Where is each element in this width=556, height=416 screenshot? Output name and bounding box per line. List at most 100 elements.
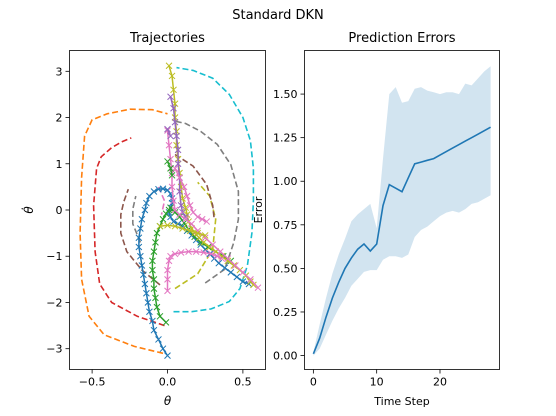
trajectory-marker	[213, 252, 221, 260]
trajectory-marker	[167, 165, 174, 172]
trajectory-marker	[183, 192, 191, 200]
errors-title: Prediction Errors	[348, 31, 455, 46]
trajectory-marker	[165, 141, 173, 149]
trajectory-marker	[182, 213, 189, 221]
dashed-trajectory	[92, 137, 165, 327]
trajectory-marker	[198, 215, 206, 223]
trajectory-marker	[185, 248, 192, 255]
trajectory-marker	[137, 252, 144, 260]
trajectory-marker	[138, 262, 146, 269]
trajectories-y-tick-label: −3	[46, 343, 62, 356]
trajectory-marker	[150, 275, 158, 283]
error-std-band	[313, 66, 491, 356]
trajectory-marker	[150, 326, 158, 334]
trajectory-marker	[170, 218, 177, 225]
trajectory-marker	[170, 197, 177, 205]
trajectory-marker	[233, 273, 241, 281]
trajectory-marker	[164, 158, 171, 165]
trajectories-x-tick-label: 0.0	[159, 376, 177, 389]
dashed-trajectory	[79, 108, 168, 355]
errors-y-tick-label: 1.50	[273, 88, 298, 101]
trajectory-marker	[201, 232, 209, 239]
trajectory-marker	[239, 278, 247, 286]
errors-y-tick-label: 0.00	[273, 350, 298, 363]
trajectory-marker	[143, 199, 150, 207]
trajectories-panel: Trajectories −0.5 0.0 0.5 −3 −2 −1 0 1 2 3 θ θ̇	[21, 31, 266, 408]
trajectory-marker	[164, 125, 171, 133]
trajectory-marker	[149, 266, 156, 274]
trajectory-marker	[141, 206, 149, 214]
trajectories-plot-area	[79, 62, 262, 359]
errors-x-tick-label: 0	[310, 376, 317, 389]
errors-frame	[304, 50, 500, 370]
trajectory-marker	[159, 215, 167, 223]
trajectory-marker	[176, 174, 183, 181]
trajectory-marker	[174, 160, 182, 168]
trajectory-marker	[149, 317, 156, 325]
trajectory-marker	[152, 239, 159, 246]
errors-y-ticks: 0.00 0.25 0.50 0.75 1.00 1.25 1.50	[273, 88, 305, 363]
trajectory-marker	[186, 202, 194, 209]
trajectory-marker	[164, 266, 171, 274]
trajectory-marker	[143, 289, 150, 297]
trajectory-marker	[155, 336, 162, 343]
trajectory-marker	[209, 241, 217, 249]
trajectory-marker	[167, 252, 174, 260]
figure-title: Standard DKN	[232, 8, 324, 23]
trajectory-marker	[153, 229, 161, 237]
errors-y-tick-label: 0.25	[273, 306, 298, 319]
trajectory-marker	[153, 303, 161, 311]
errors-x-tick-label: 20	[433, 376, 447, 389]
dashed-trajectory	[132, 195, 142, 243]
trajectory-marker	[177, 249, 185, 256]
dashed-trajectory	[120, 188, 161, 286]
trajectory-marker	[144, 299, 152, 306]
trajectory-marker	[164, 352, 171, 359]
trajectories-x-tick-label: −0.5	[79, 376, 106, 389]
trajectories-y-tick-label: 3	[56, 65, 63, 78]
trajectory-marker	[207, 250, 215, 258]
trajectory-marker	[141, 280, 149, 288]
errors-x-ticks: 0 10 20	[310, 369, 447, 389]
trajectories-x-ticks: −0.5 0.0 0.5	[79, 369, 252, 389]
trajectory-marker	[174, 146, 182, 154]
trajectory-marker	[150, 188, 158, 195]
trajectory-marker	[171, 250, 179, 258]
errors-panel: Prediction Errors 0 10 20 0.00 0.25 0.50 0.75…	[252, 31, 500, 408]
trajectory-marker	[170, 86, 177, 94]
trajectory-marker	[138, 215, 146, 223]
trajectory-marker	[171, 118, 179, 126]
trajectory-marker	[201, 234, 209, 242]
trajectory-marker	[167, 132, 174, 140]
trajectory-marker	[156, 222, 164, 230]
trajectory-marker	[165, 257, 173, 265]
trajectory-marker	[180, 183, 188, 191]
errors-y-tick-label: 0.75	[273, 219, 298, 232]
dashed-trajectory	[174, 153, 215, 220]
errors-y-label: Error	[252, 196, 265, 223]
mean-error-line	[312, 126, 491, 355]
trajectories-x-tick-label: 0.5	[234, 376, 252, 389]
trajectory-marker	[179, 225, 186, 232]
dashed-trajectory	[174, 120, 240, 284]
errors-y-tick-label: 1.25	[273, 132, 298, 145]
trajectory-marker	[170, 104, 177, 112]
trajectory-marker	[203, 218, 211, 225]
trajectories-y-ticks: −3 −2 −1 0 1 2 3	[46, 65, 70, 356]
trajectory-marker	[239, 269, 247, 276]
trajectory-marker	[150, 248, 158, 255]
trajectory-marker	[200, 249, 208, 256]
dashed-trajectory	[173, 66, 255, 313]
trajectory-marker	[150, 285, 158, 292]
trajectory-marker	[216, 248, 224, 255]
trajectory-marker	[164, 287, 171, 295]
trajectory-marker	[176, 213, 183, 221]
trajectories-y-tick-label: 1	[56, 158, 63, 171]
trajectory-marker	[188, 220, 195, 228]
trajectories-title: Trajectories	[129, 31, 205, 46]
trajectories-y-tick-label: 0	[56, 204, 63, 217]
trajectories-y-tick-label: 2	[56, 112, 63, 125]
trajectories-y-tick-label: −1	[46, 250, 62, 263]
trajectory-marker	[230, 262, 238, 269]
trajectories-y-label: θ̇	[21, 206, 36, 214]
